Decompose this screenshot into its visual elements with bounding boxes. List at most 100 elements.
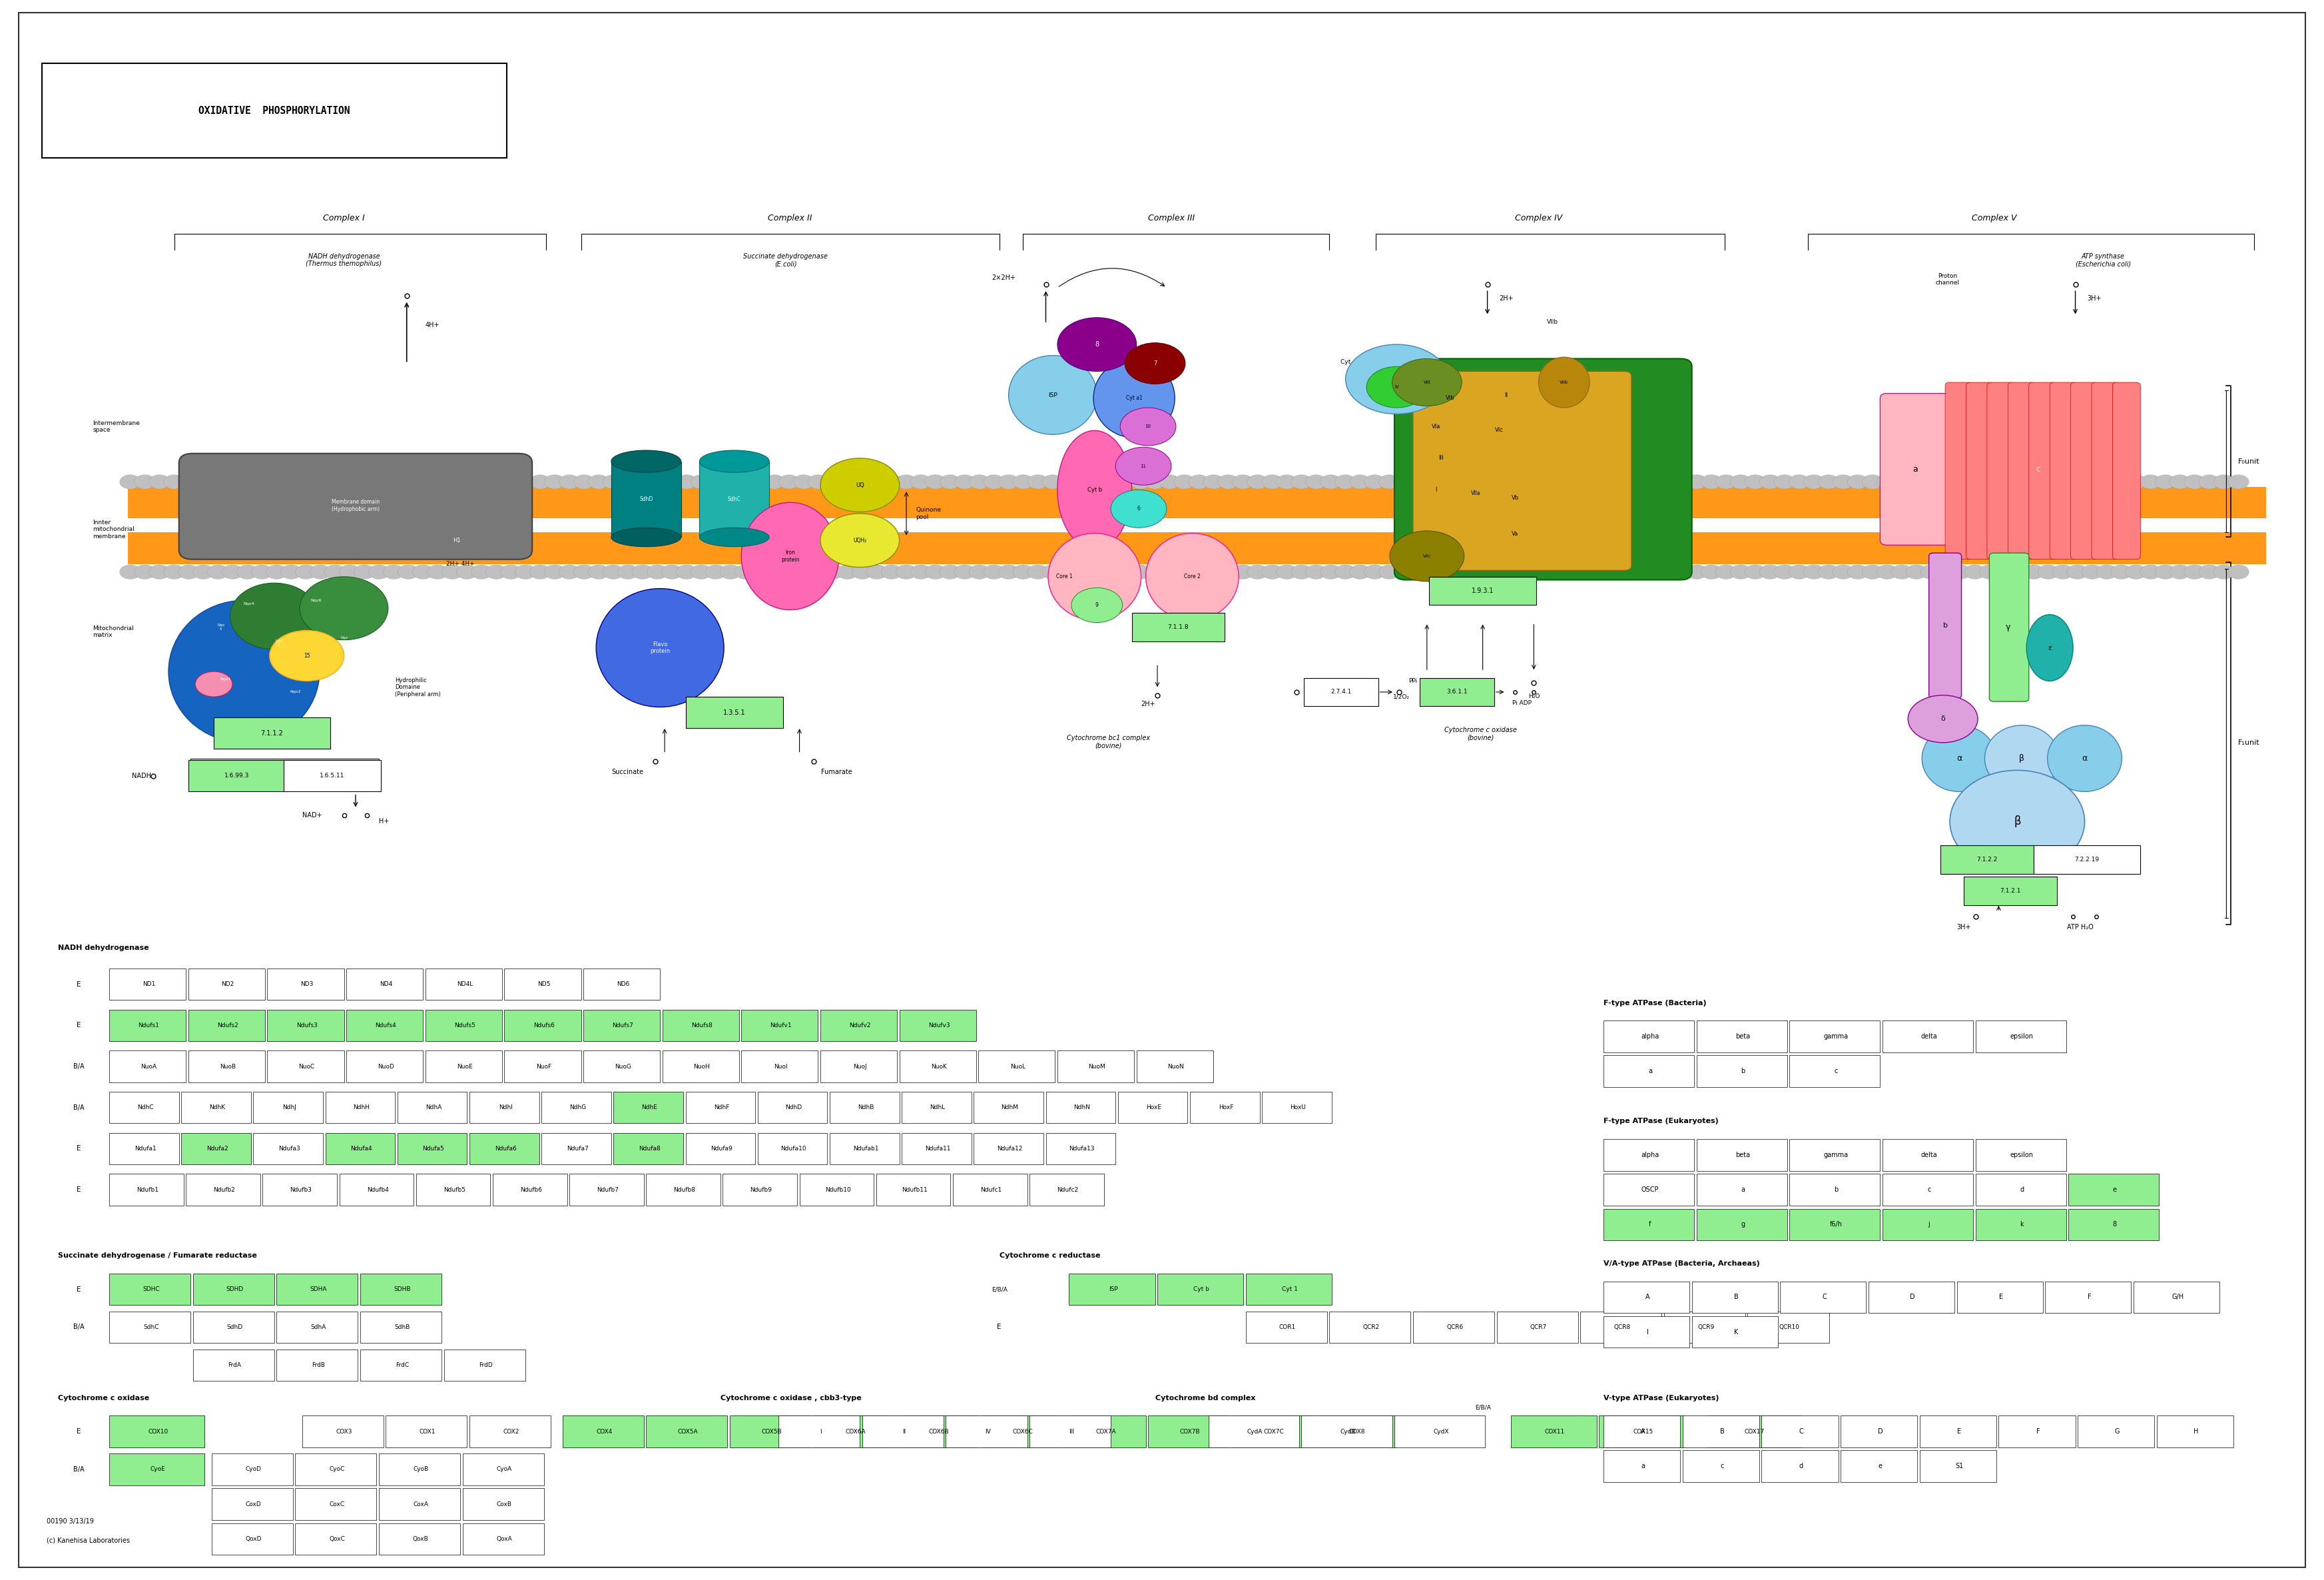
Circle shape: [925, 476, 946, 490]
Circle shape: [195, 672, 232, 697]
Text: Ndufa5: Ndufa5: [423, 1146, 444, 1152]
FancyBboxPatch shape: [1975, 1021, 2066, 1052]
FancyBboxPatch shape: [181, 1133, 251, 1164]
FancyBboxPatch shape: [1880, 393, 1952, 545]
Text: COX17: COX17: [1745, 1428, 1764, 1435]
Text: epsilon: epsilon: [2010, 1033, 2033, 1040]
FancyBboxPatch shape: [1999, 1416, 2075, 1447]
FancyBboxPatch shape: [1190, 1092, 1260, 1123]
Text: beta: beta: [1736, 1152, 1750, 1158]
Circle shape: [1878, 564, 1896, 580]
FancyBboxPatch shape: [1762, 1450, 1838, 1482]
Text: Nqo2: Nqo2: [290, 690, 300, 694]
Text: 9: 9: [1095, 602, 1099, 608]
Circle shape: [706, 476, 725, 490]
Text: B: B: [741, 1428, 746, 1435]
Circle shape: [1334, 476, 1355, 490]
FancyBboxPatch shape: [1882, 1209, 1973, 1240]
FancyBboxPatch shape: [1046, 1133, 1116, 1164]
Circle shape: [792, 564, 813, 580]
FancyBboxPatch shape: [978, 1051, 1055, 1082]
FancyBboxPatch shape: [425, 1010, 502, 1041]
Text: F-type ATPase (Bacteria): F-type ATPase (Bacteria): [1604, 1000, 1706, 1006]
Text: epsilon: epsilon: [2010, 1152, 2033, 1158]
FancyBboxPatch shape: [1604, 1450, 1680, 1482]
FancyBboxPatch shape: [493, 1174, 567, 1206]
Text: Complex IV: Complex IV: [1515, 213, 1562, 223]
FancyBboxPatch shape: [1789, 1209, 1880, 1240]
Text: OXIDATIVE  PHOSPHORYLATION: OXIDATIVE PHOSPHORYLATION: [198, 106, 351, 115]
Circle shape: [1511, 564, 1532, 580]
Text: QoxD: QoxD: [244, 1536, 263, 1542]
Text: 1.6.5.11: 1.6.5.11: [321, 773, 344, 779]
Circle shape: [265, 564, 288, 580]
Circle shape: [618, 476, 639, 490]
Circle shape: [1188, 564, 1208, 580]
FancyBboxPatch shape: [2068, 1174, 2159, 1206]
FancyBboxPatch shape: [469, 1416, 551, 1447]
Circle shape: [1555, 564, 1576, 580]
Text: COX10: COX10: [149, 1428, 167, 1435]
Text: VIc: VIc: [1494, 427, 1504, 433]
Circle shape: [1729, 564, 1752, 580]
Text: Ndufa6: Ndufa6: [495, 1146, 516, 1152]
Circle shape: [558, 564, 579, 580]
Circle shape: [135, 476, 156, 490]
FancyBboxPatch shape: [1697, 1021, 1787, 1052]
FancyBboxPatch shape: [1929, 553, 1961, 698]
Circle shape: [1848, 476, 1868, 490]
Circle shape: [881, 564, 902, 580]
Text: Core 1: Core 1: [1055, 574, 1074, 580]
Text: VIb: VIb: [1446, 395, 1455, 401]
Text: COX5A: COX5A: [679, 1428, 697, 1435]
Text: QCR7: QCR7: [1529, 1324, 1548, 1330]
Text: B/A: B/A: [74, 1063, 84, 1070]
Circle shape: [1555, 476, 1576, 490]
Circle shape: [820, 514, 899, 567]
Circle shape: [925, 564, 946, 580]
Text: ND4L: ND4L: [458, 981, 472, 988]
Text: 2×2H+: 2×2H+: [992, 275, 1016, 281]
Text: e: e: [2113, 1187, 2117, 1193]
Circle shape: [1599, 564, 1620, 580]
Text: NdhK: NdhK: [209, 1104, 225, 1111]
Circle shape: [1102, 476, 1122, 490]
Text: γ: γ: [2006, 623, 2010, 632]
Circle shape: [676, 476, 697, 490]
Circle shape: [1569, 476, 1590, 490]
Text: E/B/A: E/B/A: [992, 1286, 1006, 1292]
FancyBboxPatch shape: [109, 1133, 179, 1164]
FancyBboxPatch shape: [1692, 1316, 1778, 1348]
Ellipse shape: [170, 600, 321, 743]
Text: COX8: COX8: [1348, 1428, 1367, 1435]
FancyBboxPatch shape: [946, 1416, 1027, 1447]
Circle shape: [1936, 564, 1957, 580]
Text: Ndufb11: Ndufb11: [902, 1187, 927, 1193]
FancyBboxPatch shape: [42, 63, 507, 158]
Circle shape: [1390, 531, 1464, 581]
FancyBboxPatch shape: [469, 1133, 539, 1164]
Text: Ndufa8: Ndufa8: [639, 1146, 660, 1152]
FancyBboxPatch shape: [109, 1416, 205, 1447]
Text: OSCP: OSCP: [1641, 1187, 1659, 1193]
Circle shape: [1422, 476, 1443, 490]
FancyBboxPatch shape: [397, 1092, 467, 1123]
Circle shape: [207, 476, 228, 490]
Text: 7.1.1.8: 7.1.1.8: [1167, 624, 1190, 630]
Circle shape: [1511, 476, 1532, 490]
Circle shape: [2096, 476, 2117, 490]
Text: Complex V: Complex V: [1971, 213, 2017, 223]
Text: NuoM: NuoM: [1088, 1063, 1106, 1070]
FancyBboxPatch shape: [109, 969, 186, 1000]
Text: QCR6: QCR6: [1446, 1324, 1464, 1330]
Text: NuoN: NuoN: [1167, 1063, 1185, 1070]
Circle shape: [574, 476, 595, 490]
Text: CydB: CydB: [1341, 1428, 1355, 1435]
FancyBboxPatch shape: [1599, 1416, 1685, 1447]
Circle shape: [1789, 476, 1810, 490]
Text: Ndufa12: Ndufa12: [997, 1146, 1023, 1152]
Text: Succinate dehydrogenase / Fumarate reductase: Succinate dehydrogenase / Fumarate reduc…: [58, 1253, 258, 1259]
Text: QCR2: QCR2: [1362, 1324, 1380, 1330]
Text: 4H+: 4H+: [425, 322, 439, 329]
FancyBboxPatch shape: [253, 1092, 323, 1123]
